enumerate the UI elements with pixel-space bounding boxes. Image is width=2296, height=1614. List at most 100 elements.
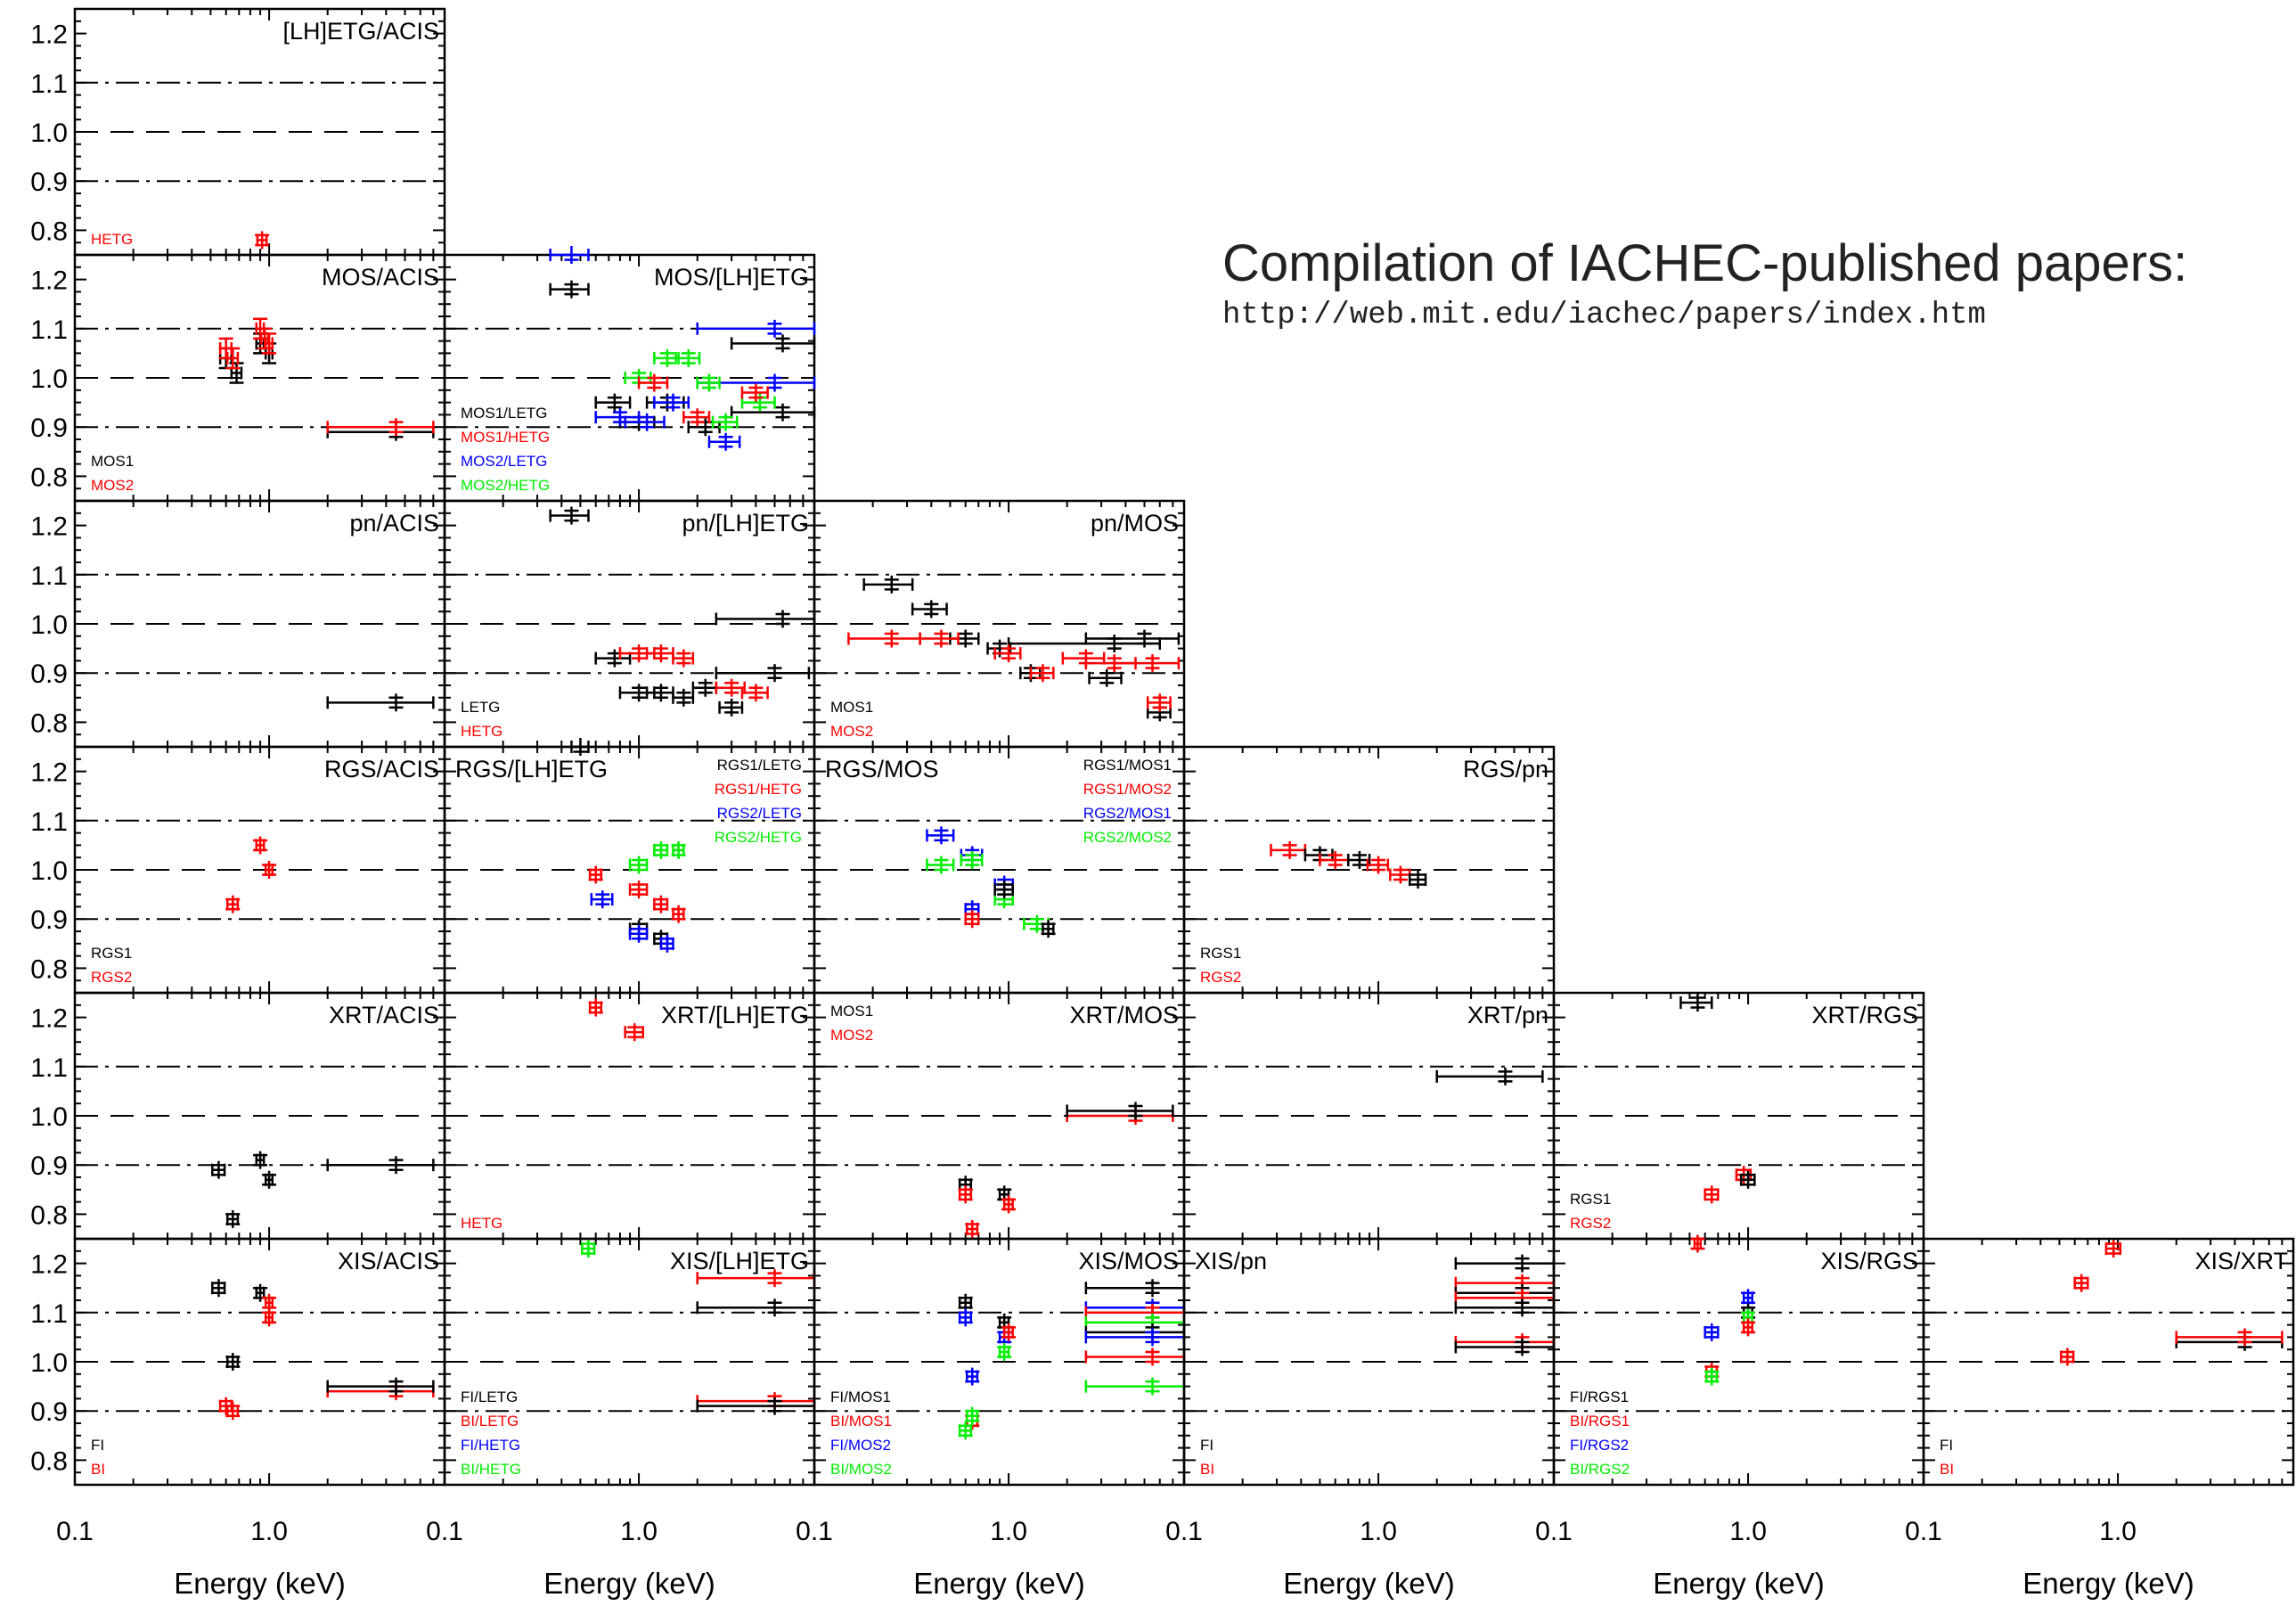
annotation-title: Compilation of IACHEC-published papers: — [1222, 234, 2188, 292]
data-point — [653, 895, 669, 914]
data-point — [2175, 1328, 2284, 1347]
data-point — [740, 684, 769, 702]
data-point — [588, 998, 603, 1017]
panel-title: MOS/ACIS — [322, 264, 439, 291]
data-point — [696, 1269, 816, 1288]
data-point — [919, 629, 960, 648]
data-point — [965, 1367, 980, 1386]
y-tick-label: 1.0 — [30, 1348, 68, 1378]
x-axis-label: Energy (keV) — [1653, 1567, 1825, 1600]
data-point — [965, 1219, 980, 1238]
legend-entry: MOS2 — [830, 723, 873, 740]
x-tick-label: 0.1 — [426, 1517, 463, 1546]
legend-entry: RGS2/LETG — [717, 805, 802, 822]
panel-title: RGS/ACIS — [324, 756, 439, 782]
data-point — [993, 644, 1022, 663]
y-tick-label: 1.2 — [30, 1004, 68, 1034]
data-point — [653, 840, 669, 859]
data-point — [549, 246, 590, 264]
data-point — [326, 1377, 435, 1396]
y-tick-label: 1.1 — [30, 561, 68, 591]
data-point — [1739, 1170, 1756, 1189]
y-tick-label: 1.0 — [30, 119, 68, 148]
data-point — [253, 1283, 268, 1302]
data-point — [1704, 1185, 1720, 1204]
legend-entry: BI/RGS1 — [1570, 1413, 1630, 1430]
data-point — [1454, 1274, 1556, 1292]
data-point — [672, 688, 695, 707]
x-tick-label: 1.0 — [2099, 1517, 2137, 1546]
data-point — [926, 856, 955, 874]
data-point — [730, 403, 816, 422]
legend-entry: RGS1 — [1200, 945, 1241, 962]
data-point — [594, 393, 632, 412]
panel-title: XIS/XRT — [2194, 1248, 2288, 1274]
data-point — [2175, 1332, 2284, 1351]
x-tick-label: 1.0 — [990, 1517, 1027, 1546]
data-point — [326, 1382, 435, 1401]
data-point — [715, 664, 811, 683]
legend-entry: MOS1 — [91, 453, 134, 470]
legend-entry: RGS1/HETG — [715, 781, 802, 798]
panel-title: XRT/RGS — [1811, 1002, 1918, 1028]
x-tick-label: 1.0 — [1360, 1517, 1397, 1546]
panel-title: RGS/[LH]ETG — [455, 756, 608, 782]
data-point — [653, 393, 690, 412]
legend-entry: BI — [1200, 1461, 1214, 1478]
data-point — [590, 890, 614, 909]
data-point — [659, 934, 674, 953]
data-point — [1454, 1289, 1556, 1307]
panel-title: XRT/ACIS — [329, 1002, 439, 1028]
y-tick-label: 0.9 — [30, 414, 68, 443]
data-point — [696, 1397, 816, 1415]
y-tick-label: 0.9 — [30, 168, 68, 197]
y-tick-label: 1.2 — [30, 20, 68, 50]
legend-entry: MOS1 — [830, 699, 873, 716]
panel-title: [LH]ETG/ACIS — [282, 18, 439, 45]
legend-entry: MOS1/LETG — [461, 405, 547, 422]
legend-entry: MOS2/LETG — [461, 453, 547, 470]
data-point — [1319, 850, 1350, 869]
data-point — [740, 393, 776, 412]
data-point — [1084, 1323, 1186, 1341]
data-point — [1084, 1377, 1186, 1396]
data-point — [1704, 1323, 1720, 1341]
data-point — [1084, 1279, 1186, 1298]
data-point — [965, 1406, 980, 1425]
data-point — [715, 678, 746, 697]
data-point — [1389, 865, 1411, 884]
y-tick-label: 1.1 — [30, 70, 68, 99]
legend-entry: MOS2 — [830, 1027, 873, 1044]
legend-entry: BI/MOS1 — [830, 1413, 892, 1430]
panel-title: pn/[LH]ETG — [682, 510, 809, 537]
data-point — [964, 910, 980, 929]
y-tick-label: 0.9 — [30, 660, 68, 689]
data-point — [1690, 1234, 1705, 1253]
data-point — [687, 418, 721, 437]
data-point — [211, 1279, 226, 1298]
data-point — [253, 836, 268, 855]
legend-entry: RGS1/MOS2 — [1083, 781, 1172, 798]
annotation-url[interactable]: http://web.mit.edu/iachec/papers/index.h… — [1222, 299, 1986, 332]
panel-title: MOS/[LH]ETG — [654, 264, 809, 291]
y-tick-label: 0.9 — [30, 1151, 68, 1181]
data-point — [674, 348, 701, 367]
data-point — [2073, 1274, 2089, 1292]
data-point — [696, 1299, 816, 1317]
y-tick-label: 0.8 — [30, 463, 68, 492]
data-point — [993, 881, 1014, 899]
data-point — [211, 1160, 226, 1179]
data-point — [653, 348, 680, 367]
y-tick-label: 0.8 — [30, 1446, 68, 1476]
legend-entry: FI/HETG — [461, 1437, 520, 1454]
data-point — [225, 895, 241, 914]
x-tick-label: 0.1 — [1165, 1517, 1203, 1546]
legend-entry: HETG — [461, 1215, 503, 1232]
data-point — [624, 1023, 644, 1042]
data-point — [1084, 1328, 1186, 1347]
data-point — [1066, 1102, 1174, 1120]
data-point — [718, 698, 744, 717]
legend-entry: RGS2/HETG — [715, 829, 802, 846]
y-tick-label: 0.8 — [30, 1200, 68, 1230]
